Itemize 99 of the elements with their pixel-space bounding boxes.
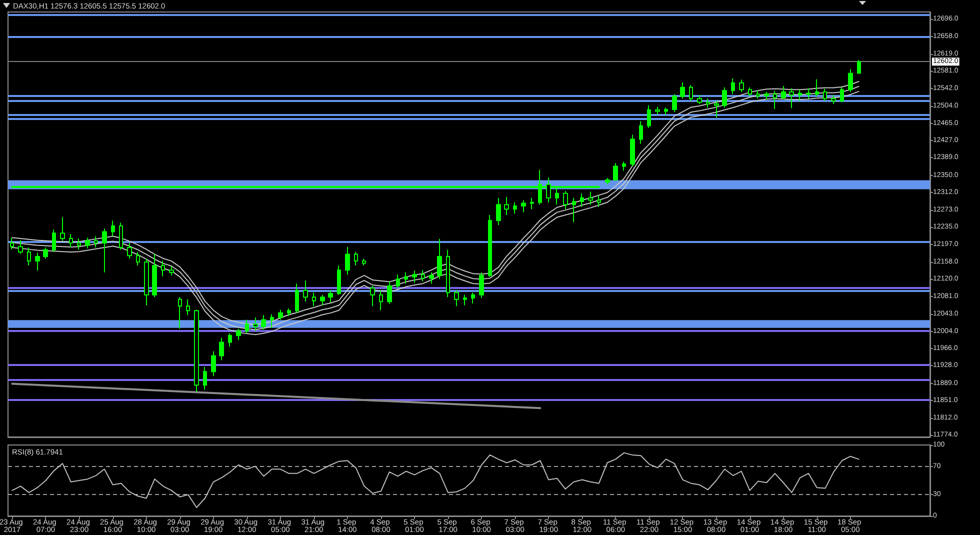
candlestick	[597, 195, 601, 208]
candlestick	[622, 161, 626, 172]
candlestick	[312, 292, 316, 307]
candlestick	[513, 202, 517, 214]
candlestick	[580, 192, 584, 208]
candlestick	[52, 228, 56, 253]
candlestick	[354, 252, 358, 266]
candlestick	[454, 290, 459, 307]
candlestick	[144, 258, 149, 306]
candlestick	[169, 266, 174, 276]
candlestick	[253, 316, 258, 332]
candlestick	[379, 290, 383, 311]
candlestick	[203, 366, 207, 390]
candlestick	[471, 292, 475, 304]
candlestick	[831, 94, 836, 105]
candlestick	[127, 242, 132, 260]
candlestick	[672, 94, 677, 113]
candlestick	[219, 337, 224, 361]
candlestick	[781, 85, 786, 100]
candlestick	[588, 191, 593, 206]
candlestick	[756, 90, 760, 100]
candlestick	[102, 228, 107, 273]
candlestick	[748, 86, 752, 97]
candlestick	[647, 104, 651, 128]
candlestick	[613, 162, 618, 182]
candlestick	[429, 272, 434, 284]
candlestick	[370, 285, 375, 307]
candlestick	[119, 222, 123, 250]
candlestick	[94, 236, 98, 248]
candlestick	[362, 258, 366, 266]
candlestick	[228, 332, 232, 348]
candlestick	[630, 134, 635, 167]
candlestick	[739, 79, 744, 92]
candlestick	[823, 88, 827, 102]
candlestick	[664, 107, 668, 116]
candlestick	[261, 314, 266, 330]
candlestick	[639, 120, 643, 144]
candlestick	[337, 265, 341, 296]
candlestick	[43, 247, 48, 260]
candlestick	[387, 280, 392, 304]
candlestick	[186, 298, 190, 316]
candlestick	[35, 252, 40, 272]
candlestick	[320, 294, 325, 306]
candlestick	[504, 196, 509, 216]
candlestick	[18, 240, 23, 254]
candlestick	[773, 90, 777, 110]
candlestick	[295, 283, 299, 314]
candlestick	[412, 270, 417, 284]
candlestick	[10, 237, 14, 250]
candlestick	[572, 197, 576, 223]
candlestick	[655, 106, 660, 115]
candlestick	[60, 216, 65, 242]
candlestick	[278, 309, 283, 320]
candlestick	[815, 78, 819, 97]
candlestick	[245, 319, 249, 334]
candlestick	[689, 84, 693, 102]
candlestick	[764, 91, 769, 100]
candlestick	[236, 328, 241, 340]
candlestick	[530, 197, 534, 210]
candlestick	[194, 309, 199, 392]
candlestick	[69, 233, 73, 248]
candlestick	[714, 100, 719, 118]
candlestick	[488, 214, 492, 278]
candlestick	[421, 270, 425, 282]
candlestick	[211, 350, 216, 377]
candlestick	[111, 220, 115, 237]
candlestick	[328, 290, 333, 304]
candlestick	[521, 200, 526, 213]
candlestick	[848, 68, 853, 92]
candlestick	[446, 249, 450, 298]
candlestick	[789, 88, 794, 109]
candlestick	[437, 238, 442, 280]
candlestick	[840, 86, 844, 103]
candlestick	[287, 308, 291, 317]
candlestick	[680, 82, 685, 100]
candlestick	[496, 197, 501, 226]
candlestick	[722, 86, 727, 108]
candlestick	[697, 94, 702, 105]
candlestick	[731, 78, 735, 95]
candlestick	[152, 253, 157, 298]
candlestick	[806, 88, 811, 100]
candlestick	[345, 246, 350, 276]
candlestick	[303, 280, 308, 302]
candlestick	[798, 89, 802, 102]
candlestick	[77, 238, 81, 250]
candlestick	[270, 314, 274, 328]
candlestick	[605, 178, 610, 185]
candlestick	[27, 247, 31, 266]
candlestick	[178, 296, 182, 330]
candlestick	[85, 237, 90, 249]
candlestick	[161, 260, 165, 277]
candlestick	[396, 274, 400, 289]
candlestick	[136, 252, 140, 266]
candlestick	[479, 272, 484, 299]
candlestick	[463, 294, 467, 306]
candlestick	[563, 190, 568, 210]
candlestick	[404, 272, 408, 284]
candlestick	[857, 60, 861, 74]
candlestick	[706, 98, 710, 108]
